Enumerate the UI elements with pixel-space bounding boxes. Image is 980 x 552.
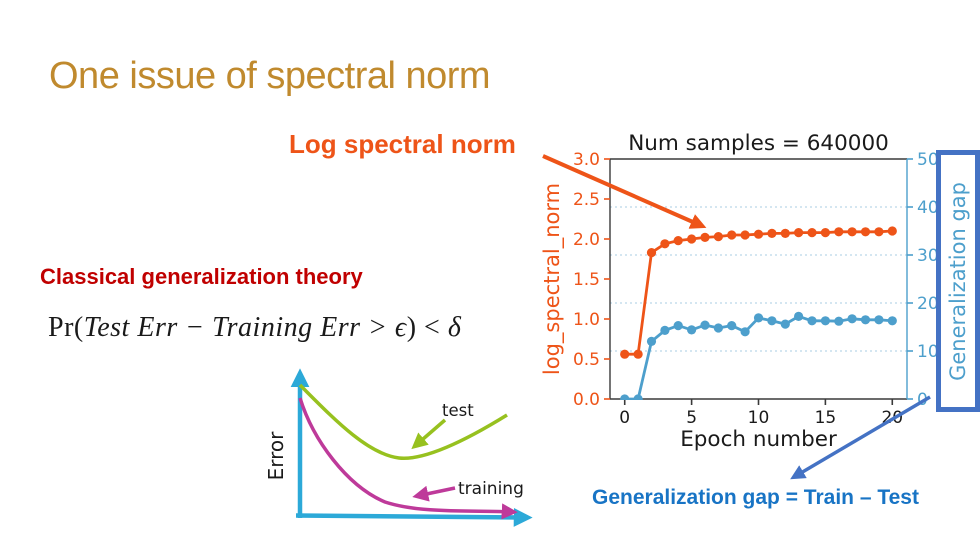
data-point-log_spectral_norm <box>820 228 830 238</box>
left-axis-label: log_spectral_norm <box>540 183 565 375</box>
data-point-log_spectral_norm <box>687 234 697 244</box>
data-point-log_spectral_norm <box>673 236 683 246</box>
data-point-generalization_gap <box>713 323 723 333</box>
data-point-generalization_gap <box>646 336 657 346</box>
x-tick-label: 15 <box>815 408 837 428</box>
data-point-log_spectral_norm <box>700 232 710 242</box>
data-point-log_spectral_norm <box>660 239 670 249</box>
series-group <box>620 226 897 400</box>
generalization-gap-box: Generalization gap <box>936 150 980 412</box>
page-title: One issue of spectral norm <box>49 55 491 97</box>
generalization-gap-box-label: Generalization gap <box>946 181 970 381</box>
data-point-log_spectral_norm <box>780 228 790 238</box>
right-tick-label: 30 <box>917 246 939 266</box>
data-point-log_spectral_norm <box>794 228 804 238</box>
data-point-generalization_gap <box>700 320 710 330</box>
test-curve <box>298 383 508 460</box>
data-point-generalization_gap <box>740 327 750 337</box>
x-tick-label: 0 <box>619 408 630 428</box>
left-tick-label: 0.0 <box>573 390 600 410</box>
data-point-generalization_gap <box>687 325 697 335</box>
training-curve <box>298 397 518 520</box>
data-point-generalization_gap <box>847 314 857 324</box>
data-point-log_spectral_norm <box>740 230 750 240</box>
formula-pr: Pr( <box>48 312 84 343</box>
test-label: test <box>442 401 474 420</box>
data-point-log_spectral_norm <box>767 228 777 238</box>
left-tick-label: 1.0 <box>573 310 600 330</box>
chart-title: Num samples = 640000 <box>628 131 889 156</box>
data-point-log_spectral_norm <box>620 349 630 359</box>
data-point-log_spectral_norm <box>633 349 643 359</box>
right-tick-label: 40 <box>917 198 939 218</box>
data-point-generalization_gap <box>794 311 804 321</box>
formula-delta: δ <box>447 312 462 343</box>
test-pointer-arrow <box>411 418 447 450</box>
formula-mid: ) < <box>406 312 448 343</box>
data-point-generalization_gap <box>780 319 790 329</box>
data-point-generalization_gap <box>820 316 830 326</box>
data-point-generalization_gap <box>834 316 844 326</box>
left-tick-label: 3.0 <box>573 150 600 170</box>
right-tick-label: 20 <box>917 294 939 314</box>
x-tick-label: 10 <box>748 408 770 428</box>
gen-gap-equation: Generalization gap = Train – Test <box>592 486 919 509</box>
formula-body: Test Err − Training Err > ϵ <box>83 312 407 343</box>
data-point-generalization_gap <box>673 321 683 331</box>
spectral-norm-chart: 0.0 0.5 1.0 1.5 2.0 2.5 3.0 0 10 20 30 40 50 0 5 10 15 20… <box>540 131 939 452</box>
data-point-log_spectral_norm <box>847 227 857 237</box>
left-tick-label: 0.5 <box>573 350 600 370</box>
data-point-log_spectral_norm <box>753 229 764 239</box>
right-tick-label: 0 <box>917 390 928 410</box>
data-point-generalization_gap <box>860 315 871 325</box>
data-point-generalization_gap <box>727 321 737 331</box>
left-tick-label: 1.5 <box>573 270 600 290</box>
left-tick-label: 2.5 <box>573 190 600 210</box>
series-log_spectral_norm <box>624 229 893 356</box>
data-point-generalization_gap <box>807 316 817 326</box>
sketch-x-axis <box>295 507 533 527</box>
data-point-log_spectral_norm <box>887 226 897 236</box>
data-point-log_spectral_norm <box>727 230 737 240</box>
error-curves-sketch: test training Error <box>264 368 533 527</box>
error-axis-label: Error <box>264 431 288 481</box>
data-point-log_spectral_norm <box>807 228 817 238</box>
data-point-generalization_gap <box>753 313 764 323</box>
data-point-generalization_gap <box>620 394 630 400</box>
generalization-bound-formula: Pr(Test Err − Training Err > ϵ) < δ <box>48 312 461 344</box>
data-point-generalization_gap <box>660 325 670 335</box>
training-pointer-arrow <box>412 485 456 502</box>
data-point-log_spectral_norm <box>874 227 884 237</box>
right-tick-label: 10 <box>917 342 939 362</box>
data-point-log_spectral_norm <box>834 227 844 237</box>
right-tick-label: 50 <box>917 150 939 170</box>
x-tick-label: 20 <box>881 408 903 428</box>
log-spectral-norm-callout: Log spectral norm <box>289 129 516 159</box>
training-label: training <box>458 479 524 499</box>
data-point-generalization_gap <box>874 315 884 325</box>
left-tick-label: 2.0 <box>573 230 600 250</box>
data-point-log_spectral_norm <box>860 227 871 237</box>
data-point-generalization_gap <box>633 394 643 400</box>
data-point-log_spectral_norm <box>713 232 723 242</box>
classical-theory-heading: Classical generalization theory <box>40 264 363 289</box>
x-tick-label: 5 <box>686 408 697 428</box>
data-point-generalization_gap <box>887 316 897 326</box>
data-point-generalization_gap <box>767 316 777 326</box>
data-point-log_spectral_norm <box>646 248 657 258</box>
x-axis-label: Epoch number <box>680 427 837 452</box>
